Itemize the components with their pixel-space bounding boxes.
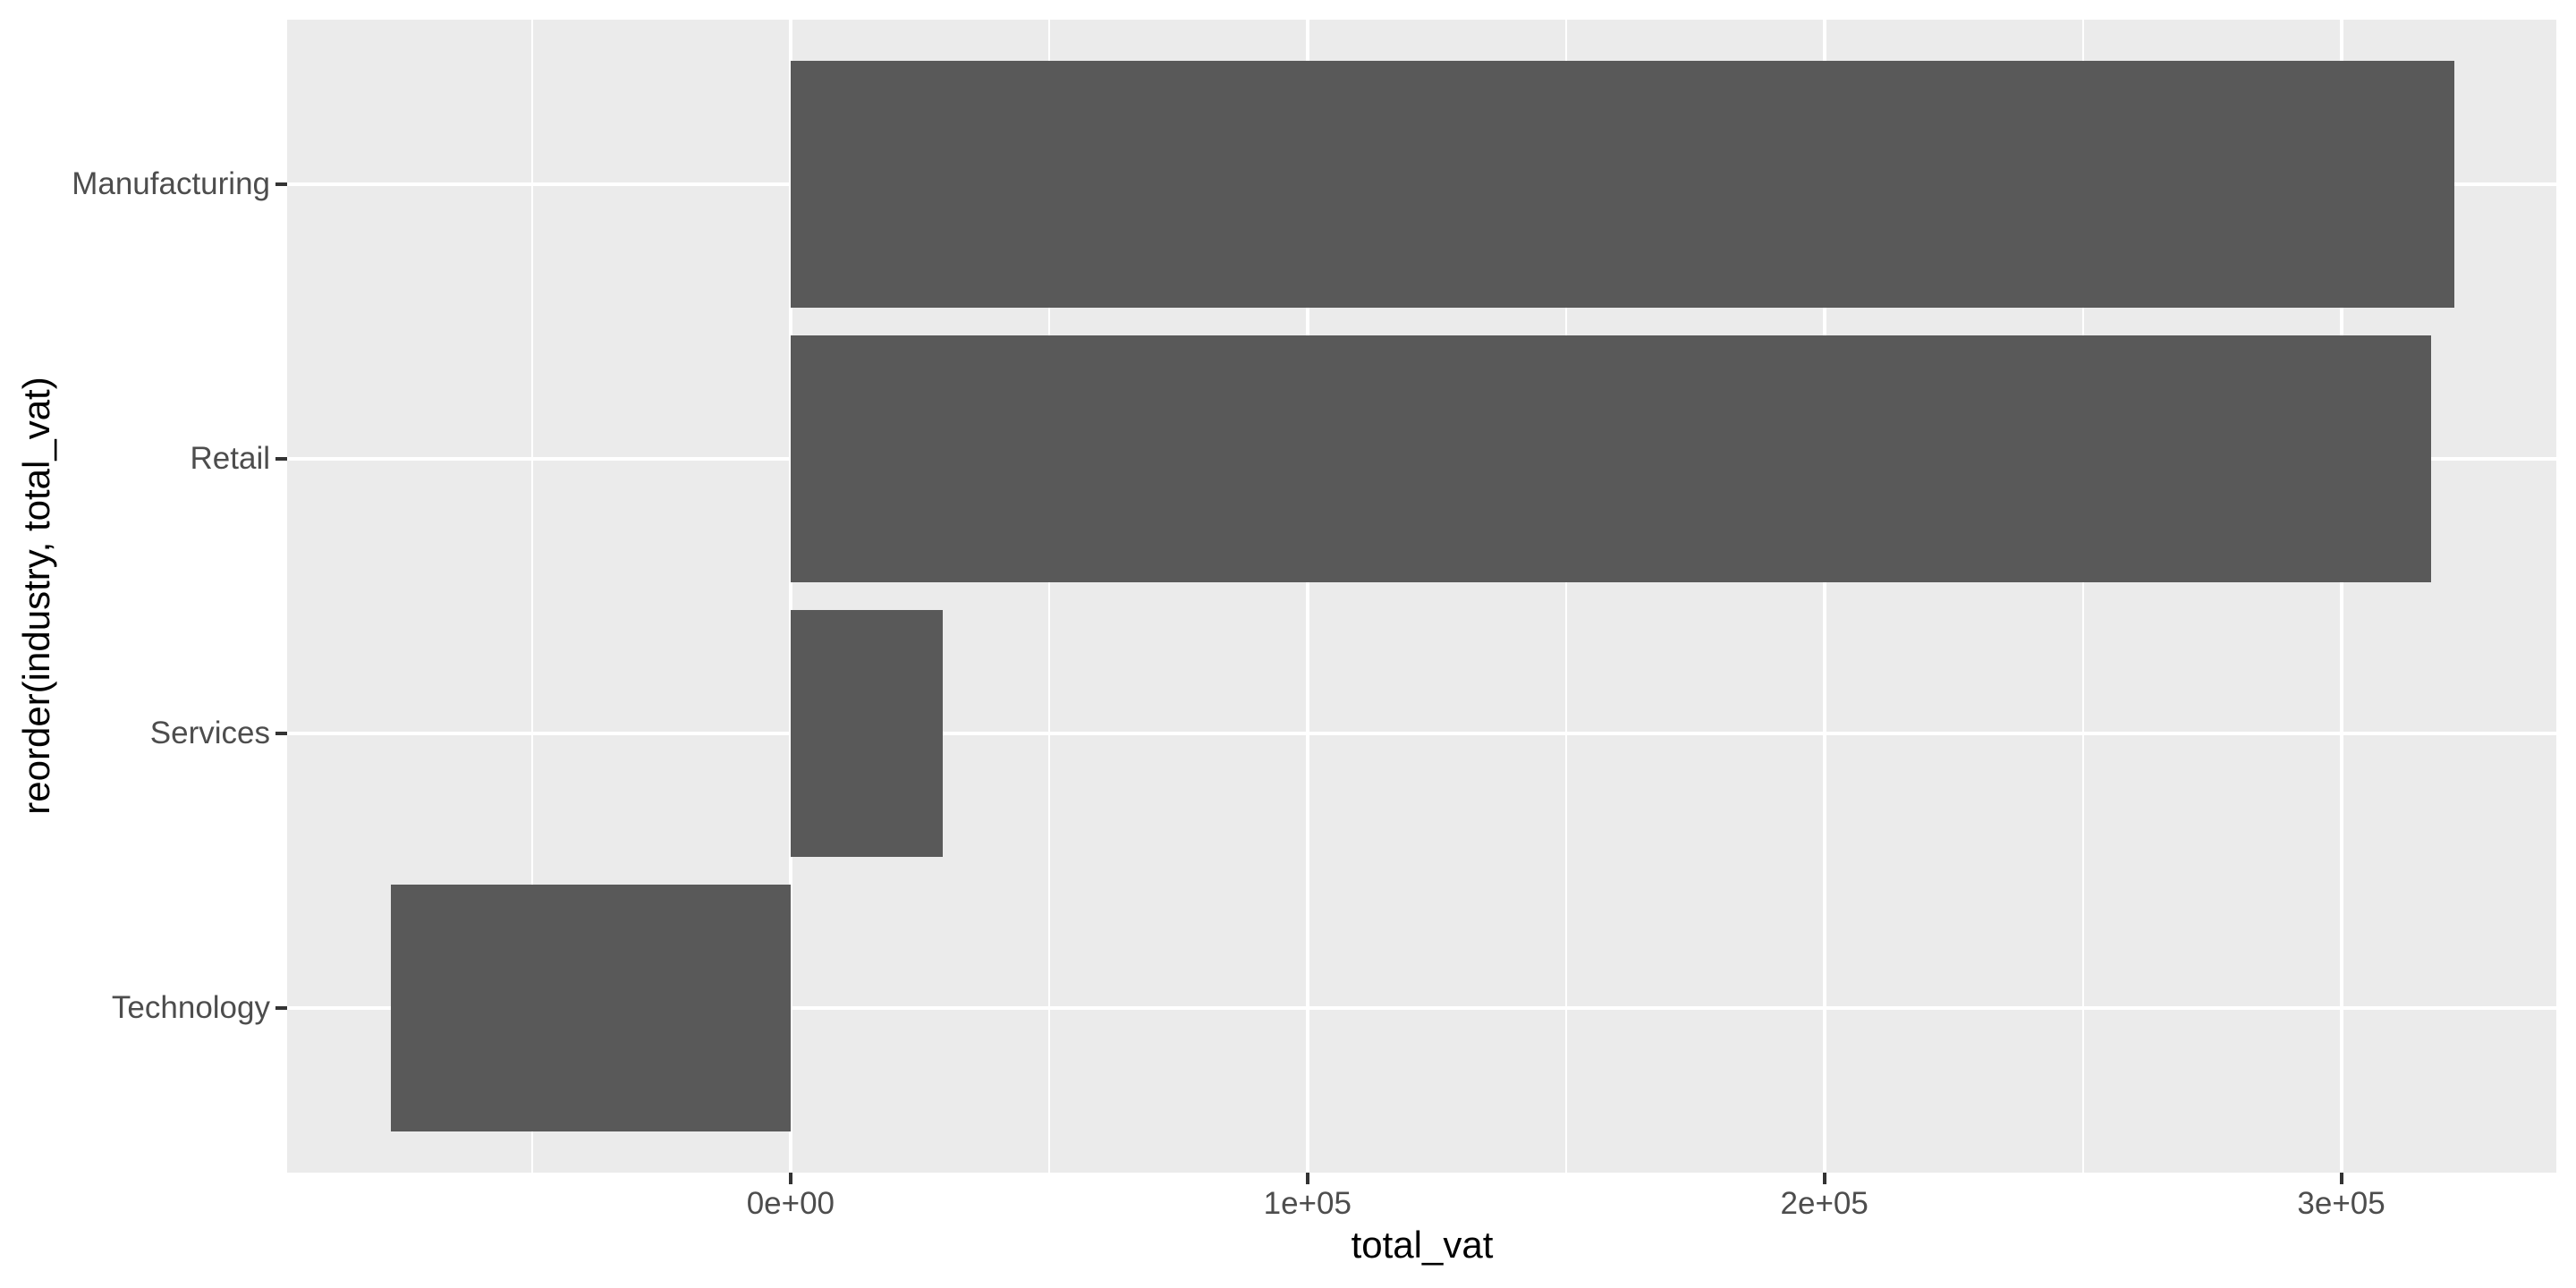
y-tick-label-services: Services [149, 715, 270, 750]
minor-gridline [1047, 20, 1050, 1173]
y-tick-label-technology: Technology [111, 989, 270, 1025]
major-gridline [788, 20, 792, 1173]
x-tick-label: 1e+05 [1263, 1186, 1352, 1221]
major-gridline [287, 731, 2556, 735]
y-tick-label-retail: Retail [190, 441, 270, 477]
y-tick-mark [275, 731, 287, 735]
y-tick-mark [275, 1005, 287, 1010]
y-axis-title: reorder(industry, total_vat) [15, 377, 57, 815]
bar-manufacturing [790, 61, 2454, 309]
x-axis-title: total_vat [1351, 1224, 1494, 1266]
x-tick-mark [788, 1173, 792, 1184]
major-gridline [1305, 20, 1309, 1173]
minor-gridline [1564, 20, 1567, 1173]
x-tick-label: 2e+05 [1780, 1186, 1868, 1221]
major-gridline [2339, 20, 2343, 1173]
major-gridline [287, 1005, 2556, 1010]
plot-panel [287, 20, 2556, 1173]
x-tick-mark [1822, 1173, 1826, 1184]
minor-gridline [2081, 20, 2084, 1173]
y-tick-mark [275, 182, 287, 187]
y-tick-mark [275, 457, 287, 462]
bar-retail [790, 335, 2431, 583]
bar-services [790, 609, 943, 858]
x-tick-mark [2339, 1173, 2343, 1184]
bar-technology [391, 884, 791, 1131]
x-tick-label: 3e+05 [2297, 1186, 2385, 1221]
minor-gridline [530, 20, 533, 1173]
major-gridline [1822, 20, 1826, 1173]
x-tick-label: 0e+00 [746, 1186, 835, 1221]
x-tick-mark [1305, 1173, 1309, 1184]
y-tick-label-manufacturing: Manufacturing [72, 166, 270, 202]
